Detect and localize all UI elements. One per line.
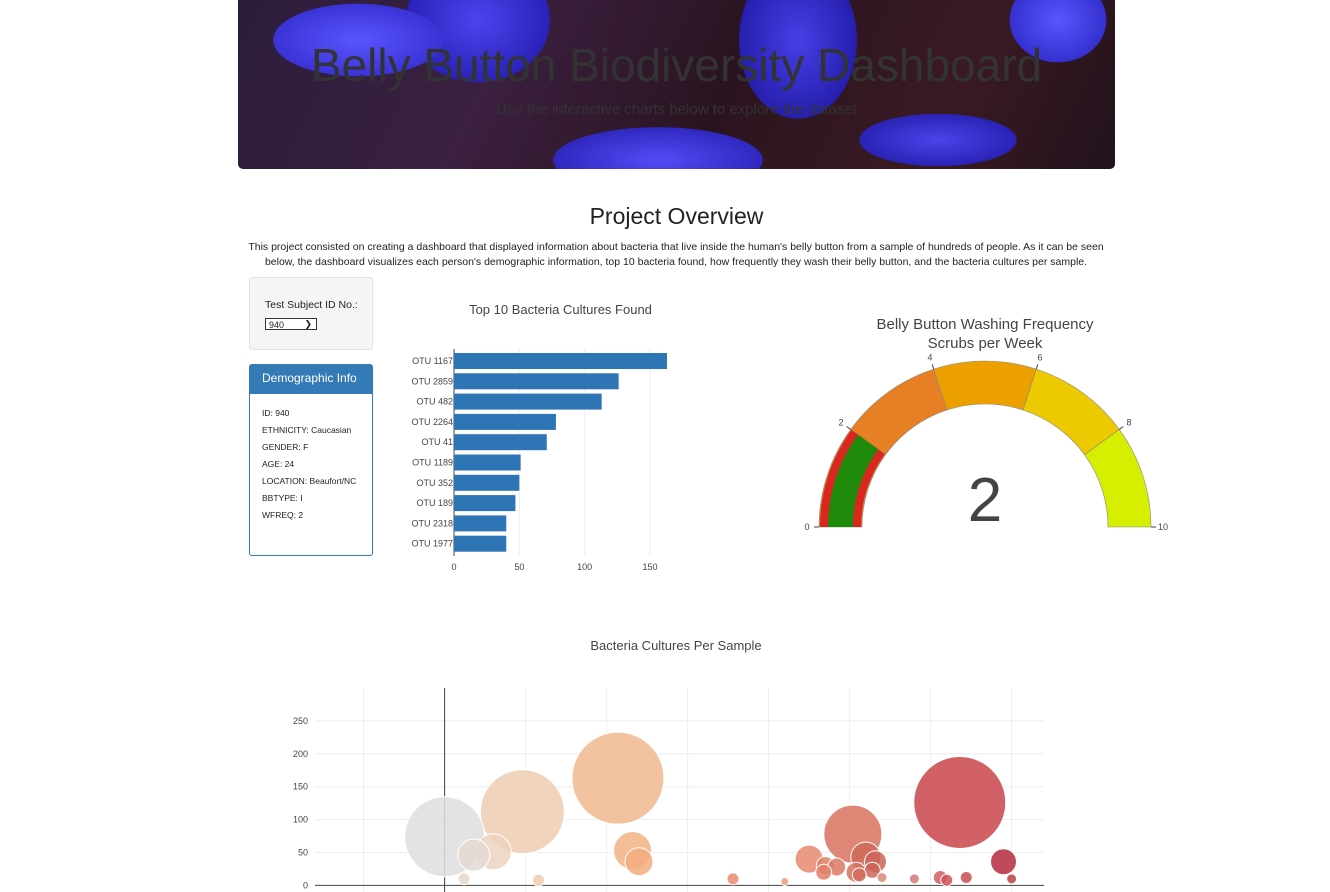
bar-category-label: OTU 352: [416, 478, 453, 488]
demographic-row: ETHNICITY: Caucasian: [262, 425, 352, 435]
subject-id-value: 940: [269, 320, 285, 330]
gauge-tick-label: 4: [927, 353, 932, 363]
demographic-panel: Demographic Info ID: 940 ETHNICITY: Cauc…: [249, 364, 373, 556]
bar-otu-1167: [454, 353, 667, 369]
overview-title: Project Overview: [589, 203, 764, 229]
page-subtitle: Use the interactive charts below to expl…: [495, 101, 858, 118]
bubble-point: [479, 769, 565, 855]
bubble-point: [913, 756, 1007, 850]
overview-text: This project consisted on creating a das…: [248, 241, 1104, 268]
bubble-chart-title: Bacteria Cultures Per Sample: [590, 638, 761, 653]
bubble-point: [876, 872, 888, 884]
gauge-tick-label: 10: [1158, 522, 1168, 532]
bubble-point: [726, 872, 740, 886]
subject-selector-label: Test Subject ID No.:: [265, 299, 358, 311]
bar-category-label: OTU 189: [416, 498, 453, 508]
bubble-point: [532, 873, 546, 887]
bubble-y-tick: 200: [293, 749, 308, 759]
bar-category-label: OTU 482: [416, 397, 453, 407]
page-title: Belly Button Biodiversity Dashboard: [310, 39, 1043, 91]
bar-category-label: OTU 1189: [412, 458, 453, 468]
bar-category-label: OTU 2264: [411, 417, 453, 427]
demographic-row: BBTYPE: I: [262, 493, 303, 503]
bubble-point: [940, 873, 954, 887]
gauge-tick-mark: [931, 364, 935, 370]
demographic-row: AGE: 24: [262, 459, 295, 469]
bubble-point: [990, 848, 1017, 876]
bar-x-tick: 100: [577, 562, 592, 572]
top10-bar-chart[interactable]: Top 10 Bacteria Cultures Found 0 50 100 150 O…: [390, 290, 700, 580]
bubble-point: [457, 838, 491, 872]
bubble-point: [457, 872, 471, 886]
demographic-row: WFREQ: 2: [262, 510, 304, 520]
gauge-tick-label: 0: [804, 522, 809, 532]
bubble-point: [1006, 873, 1018, 885]
gauge-value-bar: [828, 434, 879, 527]
bubble-y-tick: 100: [293, 815, 308, 825]
bubble-point: [908, 873, 920, 885]
subject-selector-panel: Test Subject ID No.: 940 ❯: [249, 277, 373, 350]
chevron-down-icon: ❯: [304, 319, 312, 329]
bubble-point: [851, 867, 867, 883]
demographic-row: ID: 940: [262, 408, 290, 418]
bar-x-tick: 0: [451, 562, 456, 572]
bar-category-label: OTU 1167: [412, 356, 453, 366]
bubble-y-tick: 150: [293, 782, 308, 792]
gauge-value: 2: [968, 466, 1002, 535]
bubble-point: [815, 863, 833, 881]
demographic-row: GENDER: F: [262, 442, 309, 452]
gauge-tick-label: 8: [1126, 417, 1131, 427]
bubble-point: [624, 847, 654, 877]
wash-frequency-gauge[interactable]: Belly Button Washing Frequency Scrubs per…: [790, 305, 1190, 545]
gauge-tick-mark: [1119, 426, 1124, 430]
subject-id-select[interactable]: 940 ❯: [265, 318, 317, 330]
gauge-step-4: [1084, 429, 1152, 528]
bar-x-tick: 50: [514, 562, 524, 572]
gauge-title: Belly Button Washing Frequency: [876, 316, 1094, 333]
bar-otu-1189: [454, 454, 521, 471]
gauge-tick-label: 2: [838, 417, 843, 427]
header-banner: Belly Button Biodiversity Dashboard Use …: [238, 0, 1115, 169]
bar-otu-482: [454, 393, 602, 410]
bubble-point: [959, 871, 973, 885]
bubble-y-tick: 250: [293, 716, 308, 726]
gauge-subtitle: Scrubs per Week: [928, 335, 1043, 352]
bubble-point: [780, 876, 790, 886]
bar-otu-41: [454, 434, 547, 451]
bar-chart-title: Top 10 Bacteria Cultures Found: [469, 302, 652, 317]
bar-otu-2859: [454, 373, 619, 390]
bar-otu-1977: [454, 535, 507, 552]
gauge-step-2: [933, 360, 1037, 411]
bar-otu-2318: [454, 515, 507, 532]
bubble-y-tick: 50: [298, 848, 308, 858]
gauge-tick-mark: [846, 426, 851, 430]
bubble-point: [571, 731, 665, 825]
demographic-row: LOCATION: Beaufort/NC: [262, 476, 357, 486]
bar-otu-352: [454, 474, 520, 491]
bar-category-label: OTU 2318: [411, 518, 453, 528]
bubble-y-tick: 0: [303, 880, 308, 890]
bar-otu-189: [454, 495, 516, 512]
bar-x-tick: 150: [642, 562, 657, 572]
demographic-list: ID: 940 ETHNICITY: Caucasian GENDER: F A…: [250, 394, 372, 520]
bar-category-label: OTU 41: [421, 437, 453, 447]
bar-otu-2264: [454, 413, 556, 430]
bar-category-label: OTU 2859: [411, 376, 453, 386]
gauge-tick-mark: [1035, 364, 1039, 370]
bacteria-bubble-chart[interactable]: Bacteria Cultures Per Sample 0 50 100 150 200…: [270, 630, 1070, 892]
bar-category-label: OTU 1977: [411, 539, 453, 549]
demographic-title: Demographic Info: [250, 365, 372, 394]
gauge-tick-label: 6: [1037, 353, 1042, 363]
